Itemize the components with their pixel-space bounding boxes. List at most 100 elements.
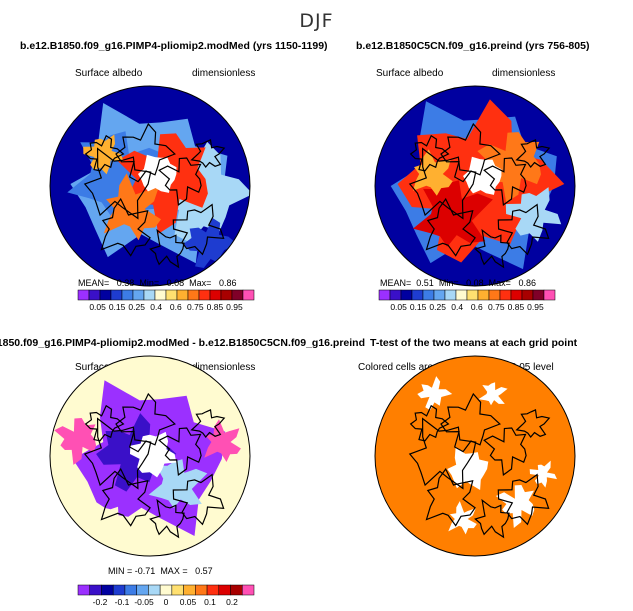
colorbar-swatch [532, 289, 545, 301]
colorbar-label: 0.15 [109, 302, 126, 312]
map-boundary [374, 355, 576, 557]
colorbar-swatch [411, 289, 424, 301]
colorbar-label: 0.15 [410, 302, 427, 312]
colorbar-label: 0.05 [180, 597, 197, 607]
colorbar-swatch [488, 289, 501, 301]
colorbar-swatch [183, 584, 196, 596]
coastline [515, 409, 551, 438]
map-field [103, 173, 161, 241]
panel-4-title: T-test of the two means at each grid poi… [370, 337, 578, 349]
coastline [158, 157, 202, 206]
colorbar-swatch [88, 289, 101, 301]
map-boundary [374, 85, 576, 287]
coastline [83, 417, 152, 490]
panel-3-title: B1850.f09_g16.PIMP4-pliomip2.modMed - b.… [0, 337, 365, 349]
map-field [148, 459, 208, 509]
colorbar-swatch [218, 584, 231, 596]
colorbar-swatch [444, 289, 457, 301]
colorbar-swatch [198, 289, 211, 301]
colorbar-label: 0.4 [150, 302, 162, 312]
panel-1-units: dimensionless [192, 68, 256, 79]
colorbar-label: 0.4 [451, 302, 463, 312]
colorbar-label: -0.1 [115, 597, 130, 607]
colorbar-label: 0.25 [429, 302, 446, 312]
map-field [529, 460, 557, 488]
colorbar-swatch [477, 289, 490, 301]
colorbar-swatch [455, 289, 468, 301]
colorbar-swatch [99, 289, 112, 301]
colorbar-swatch [89, 584, 102, 596]
colorbar-swatch [521, 289, 534, 301]
panel-4-map [374, 355, 576, 557]
panel-3-stats: MIN = -0.71 MAX = 0.57 [108, 566, 213, 576]
colorbar-swatch [499, 289, 512, 301]
coastline [425, 197, 476, 257]
coastline [172, 203, 225, 256]
coastline [474, 498, 510, 539]
coastline [100, 467, 151, 527]
colorbar-label: 0.6 [170, 302, 182, 312]
panel-3-units: dimensionless [192, 362, 256, 373]
colorbar-swatch [101, 584, 114, 596]
colorbar-label: -0.2 [93, 597, 108, 607]
map-field [505, 187, 562, 242]
colorbar-swatch [242, 584, 255, 596]
panel-2-units: dimensionless [492, 68, 556, 79]
colorbar-swatch [187, 289, 200, 301]
coastline [149, 228, 185, 269]
colorbar-swatch [195, 584, 208, 596]
map-field [204, 419, 241, 462]
colorbar-label: 0.85 [207, 302, 224, 312]
coastline [483, 157, 527, 206]
colorbar-label: 0.85 [508, 302, 525, 312]
coastline [440, 122, 502, 183]
colorbar-swatch [132, 289, 145, 301]
panel-2-stats: MEAN= 0.51 Min= 0.08 Max= 0.86 [380, 278, 536, 288]
panel-3-map [49, 355, 251, 557]
coastline [158, 427, 202, 476]
panel-1-stats: MEAN= 0.38 Min= 0.08 Max= 0.86 [78, 278, 237, 288]
colorbar-swatch [206, 584, 220, 596]
colorbar-swatch [543, 289, 556, 301]
colorbar-swatch [510, 289, 523, 301]
colorbar-swatch [400, 289, 413, 301]
colorbar-label: 0.2 [226, 597, 238, 607]
coastline [408, 147, 477, 220]
coastline [483, 427, 527, 476]
colorbar-swatch [148, 584, 161, 596]
colorbar-swatch [110, 289, 123, 301]
coastline [409, 134, 450, 172]
colorbar-label: 0.95 [527, 302, 544, 312]
colorbar-label: 0 [164, 597, 169, 607]
colorbar-swatch [124, 584, 137, 596]
map-field [85, 501, 128, 547]
map-field [183, 218, 238, 268]
colorbar-swatch [466, 289, 479, 301]
colorbar-label: 0.05 [390, 302, 407, 312]
coastline [515, 139, 551, 168]
colorbar-swatch [209, 289, 222, 301]
colorbar-swatch [165, 289, 178, 301]
colorbar-label: 0.75 [488, 302, 505, 312]
coastline [172, 473, 225, 526]
colorbar-swatch [176, 289, 189, 301]
colorbar-swatch [422, 289, 435, 301]
map-field [447, 447, 489, 490]
coastline [408, 417, 477, 490]
map-field [417, 376, 453, 411]
colorbar-swatch [230, 584, 243, 596]
coastline [115, 392, 177, 453]
coastline [474, 228, 510, 269]
colorbar-swatch [112, 584, 126, 596]
coastline [425, 467, 476, 527]
coastline [115, 122, 177, 183]
panel-2-colorbar: 0.05 0.15 0.25 0.4 0.6 0.75 0.85 0.95 [378, 289, 556, 312]
map-boundary [49, 85, 251, 287]
coastline [84, 404, 125, 442]
colorbar-swatch [242, 289, 255, 301]
panel-1-variable: Surface albedo [75, 68, 143, 79]
coastline [84, 134, 125, 172]
colorbar-label: 0.05 [89, 302, 106, 312]
map-boundary [49, 355, 251, 557]
colorbar-swatch [231, 289, 244, 301]
